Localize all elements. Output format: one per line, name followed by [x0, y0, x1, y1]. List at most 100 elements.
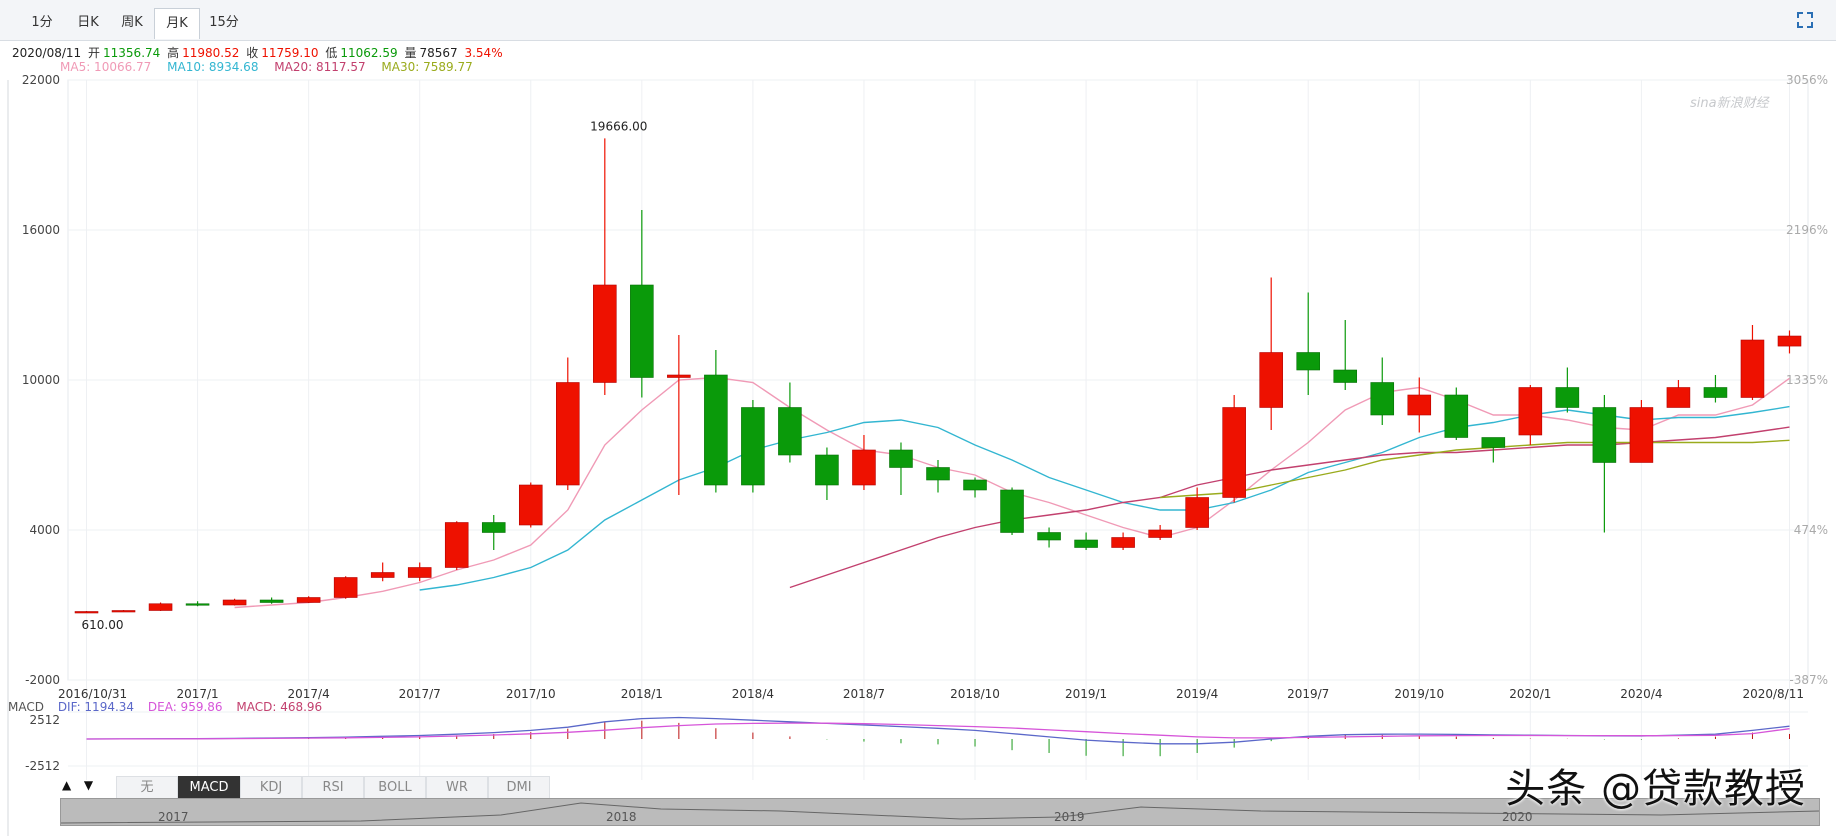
x-tick-label: 2019/1: [1065, 687, 1107, 701]
candle-body: [1407, 394, 1432, 416]
candle-body: [1185, 497, 1209, 528]
candle-body: [556, 382, 580, 486]
arrow-up-icon[interactable]: ▲: [62, 778, 72, 792]
x-tick-label: 2017/10: [506, 687, 556, 701]
ma30-legend: MA30: 7589.77: [381, 60, 473, 74]
ma-legend: MA5: 10066.77 MA10: 8934.68 MA20: 8117.5…: [60, 60, 485, 74]
candle-body: [481, 522, 506, 533]
tab-1min[interactable]: 1分: [31, 15, 53, 30]
candle-body: [593, 284, 617, 383]
volume-value: 78567: [419, 46, 458, 60]
ma10-legend: MA10: 8934.68: [167, 60, 259, 74]
candle-body: [1222, 407, 1246, 498]
time-navigator[interactable]: [60, 798, 1820, 826]
candle-body: [963, 479, 987, 491]
candle-body: [1555, 387, 1580, 408]
candle-body: [1703, 387, 1728, 398]
candle-body: [185, 603, 210, 606]
close-value: 11759.10: [261, 46, 319, 60]
candle-body: [1111, 537, 1135, 548]
macd-legend: MACD DIF: 1194.34 DEA: 959.86 MACD: 468.…: [8, 700, 332, 714]
candle-body: [741, 407, 765, 486]
candle-body: [1037, 532, 1061, 541]
right-tick-label: -387%: [1789, 673, 1828, 687]
tab-daily-k[interactable]: 日K: [77, 15, 99, 30]
period-tab-bar: 1分 日K 周K 月K 15分: [0, 0, 1836, 41]
macd-dea-line: [86, 722, 1790, 740]
high-value: 11980.52: [182, 46, 240, 60]
candle-body: [1629, 407, 1654, 463]
x-tick-label: 2017/1: [176, 687, 218, 701]
low-value: 11062.59: [340, 46, 398, 60]
macd-dif-legend: DIF: 1194.34: [57, 700, 135, 714]
open-label: 开: [88, 46, 101, 60]
indicator-tab-boll[interactable]: BOLL: [364, 776, 426, 800]
navigator-sparkline: [61, 802, 1819, 824]
info-date: 2020/08/11: [12, 46, 82, 60]
low-label: 低: [325, 46, 338, 60]
indicator-tab-macd[interactable]: MACD: [178, 776, 240, 800]
navigator-year: 2019: [1054, 810, 1085, 824]
macd-dea-legend: DEA: 959.86: [147, 700, 223, 714]
candle-body: [74, 611, 99, 614]
candle-body: [1740, 339, 1765, 398]
x-tick-label: 2016/10/31: [58, 687, 127, 701]
right-tick-label: 474%: [1794, 523, 1828, 537]
navigator-year: 2017: [158, 810, 189, 824]
candle-body: [1370, 382, 1395, 416]
ma-line-ma20: [789, 426, 1790, 589]
open-value: 11356.74: [103, 46, 161, 60]
candle-body: [407, 567, 432, 578]
candle-body: [1518, 387, 1543, 436]
tab-monthly-k[interactable]: 月K: [154, 8, 200, 39]
macd-y-tick: -2512: [25, 759, 60, 773]
ma-line-ma10: [419, 405, 1790, 591]
tab-weekly-k[interactable]: 周K: [121, 15, 143, 30]
candle-body: [296, 597, 321, 603]
y-tick-label: 16000: [22, 223, 60, 237]
right-tick-label: 1335%: [1786, 373, 1828, 387]
candle-body: [926, 467, 950, 481]
candle-body: [815, 454, 839, 486]
candle-body: [704, 374, 728, 486]
candle-body: [111, 610, 136, 613]
x-tick-label: 2019/4: [1176, 687, 1218, 701]
candle-body: [1333, 369, 1358, 383]
candle-body: [518, 484, 543, 526]
right-tick-label: 3056%: [1786, 73, 1828, 87]
macd-name: MACD: [8, 700, 44, 714]
y-tick-label: -2000: [25, 673, 60, 687]
panel-arrows: ▲ ▼: [62, 778, 102, 792]
arrow-down-icon[interactable]: ▼: [83, 778, 94, 792]
candle-body: [148, 603, 173, 611]
x-tick-label: 2019/7: [1287, 687, 1329, 701]
x-tick-label: 2017/4: [288, 687, 330, 701]
x-tick-label: 2018/4: [732, 687, 774, 701]
tab-15min[interactable]: 15分: [209, 15, 239, 30]
candle-body: [1592, 407, 1617, 463]
candle-body: [444, 522, 469, 568]
x-tick-label: 2020/8/11: [1742, 687, 1804, 701]
candle-body: [259, 599, 284, 603]
candle-body: [1481, 437, 1506, 448]
watermark: 头条 @贷款教授: [1505, 766, 1806, 812]
indicator-tab-dmi[interactable]: DMI: [488, 776, 550, 800]
volume-label: 量: [404, 46, 417, 60]
sina-finance-logo: sina新浪财经: [1690, 96, 1769, 111]
indicator-tab-none[interactable]: 无: [116, 776, 178, 800]
indicator-tab-wr[interactable]: WR: [426, 776, 488, 800]
y-tick-label: 22000: [22, 73, 60, 87]
y-tick-label: 10000: [22, 373, 60, 387]
x-tick-label: 2017/7: [399, 687, 441, 701]
indicator-tab-rsi[interactable]: RSI: [302, 776, 364, 800]
x-tick-label: 2018/1: [621, 687, 663, 701]
candle-body: [333, 577, 358, 598]
fullscreen-icon[interactable]: [1796, 11, 1814, 29]
candle-body: [1000, 489, 1024, 533]
ohlc-info: 2020/08/11 开 11356.74 高 11980.52 收 11759.10…: [12, 44, 506, 61]
x-tick-label: 2019/10: [1394, 687, 1444, 701]
indicator-tab-kdj[interactable]: KDJ: [240, 776, 302, 800]
change-value: 3.54%: [464, 46, 503, 60]
ma5-legend: MA5: 10066.77: [60, 60, 152, 74]
